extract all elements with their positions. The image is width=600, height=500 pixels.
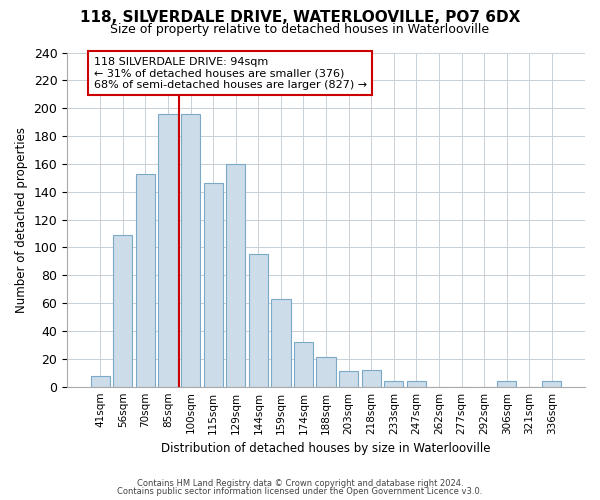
Bar (113, 235, 133, 386)
Bar (339, 372, 358, 386)
Bar (203, 184, 223, 386)
Bar (226, 164, 245, 386)
Bar (249, 254, 268, 386)
Bar (384, 381, 403, 386)
Y-axis label: Number of detached properties: Number of detached properties (15, 126, 28, 312)
Bar (542, 381, 562, 386)
Bar (294, 342, 313, 386)
Bar (181, 114, 200, 386)
X-axis label: Distribution of detached houses by size in Waterlooville: Distribution of detached houses by size … (161, 442, 491, 455)
Text: 118 SILVERDALE DRIVE: 94sqm
← 31% of detached houses are smaller (376)
68% of se: 118 SILVERDALE DRIVE: 94sqm ← 31% of det… (94, 56, 367, 90)
Bar (316, 358, 335, 386)
Bar (91, 376, 110, 386)
Text: Contains HM Land Registry data © Crown copyright and database right 2024.: Contains HM Land Registry data © Crown c… (137, 478, 463, 488)
Bar (407, 381, 426, 386)
Bar (136, 174, 155, 386)
Text: Size of property relative to detached houses in Waterlooville: Size of property relative to detached ho… (110, 22, 490, 36)
Text: Contains public sector information licensed under the Open Government Licence v3: Contains public sector information licen… (118, 487, 482, 496)
Bar (271, 299, 290, 386)
Text: 118, SILVERDALE DRIVE, WATERLOOVILLE, PO7 6DX: 118, SILVERDALE DRIVE, WATERLOOVILLE, PO… (80, 10, 520, 25)
Bar (158, 114, 178, 386)
Bar (362, 370, 381, 386)
Bar (497, 381, 517, 386)
